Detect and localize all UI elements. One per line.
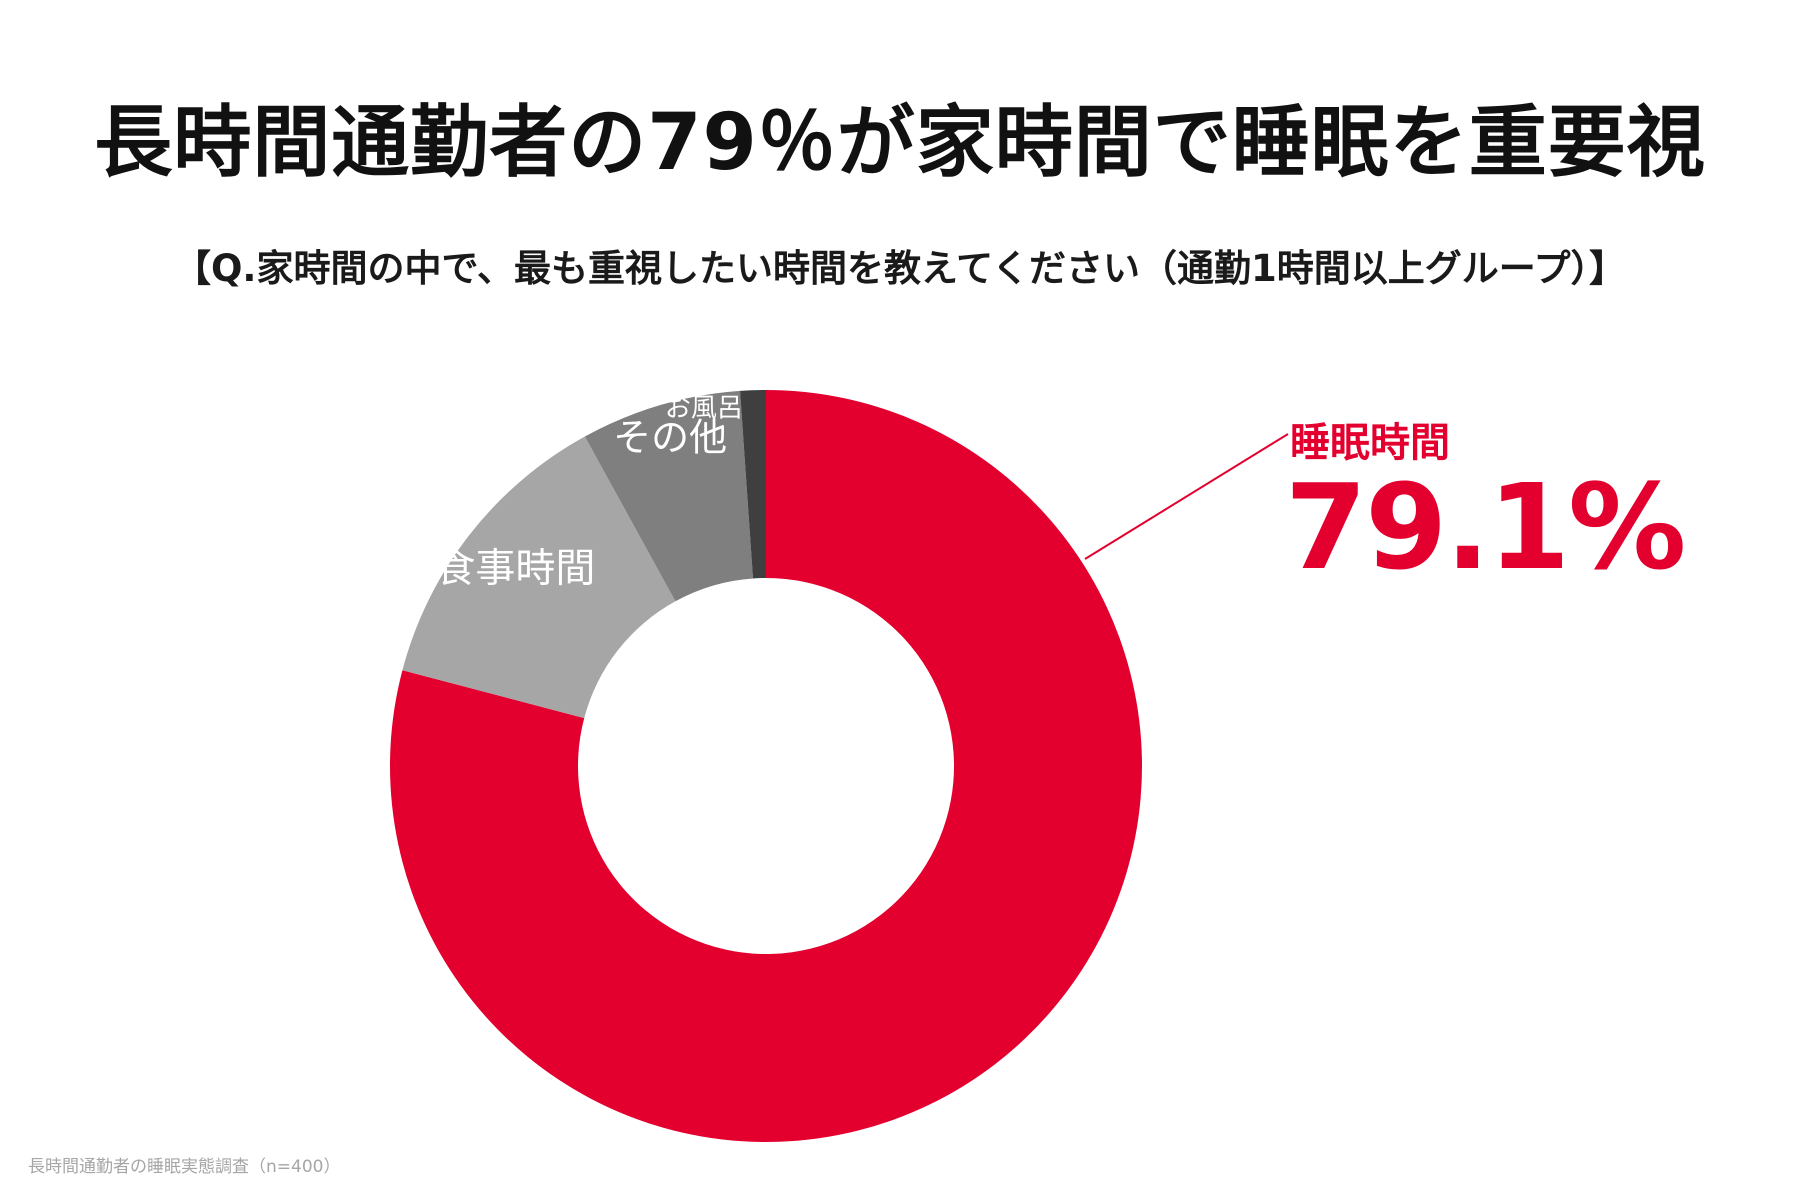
callout-leader-line	[1084, 433, 1289, 560]
donut-slice-0	[389, 390, 1142, 1142]
donut-slice-3	[740, 390, 766, 579]
donut-slice-1	[402, 436, 676, 719]
donut-slice-2	[584, 390, 754, 602]
source-note: 長時間通勤者の睡眠実態調査（n=400）	[28, 1157, 341, 1177]
chart-question: 【Q.家時間の中で、最も重視したい時間を教えてください（通勤1時間以上グループ）…	[173, 247, 1627, 290]
slice-label-2: その他	[613, 415, 727, 459]
slice-label-1: 食事時間	[435, 545, 595, 591]
page-title: 長時間通勤者の79％が家時間で睡眠を重要視	[94, 98, 1706, 188]
callout-label: 睡眠時間	[1290, 420, 1450, 466]
slice-label-3: お風呂	[665, 394, 743, 424]
callout-value: 79.1%	[1285, 458, 1686, 596]
